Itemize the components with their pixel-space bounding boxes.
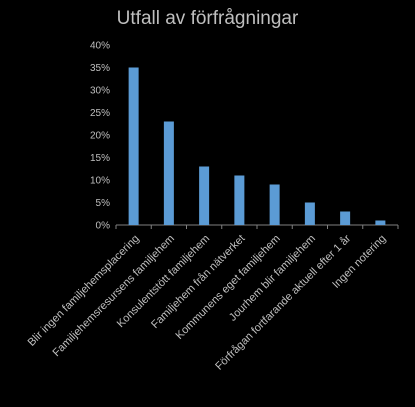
bar [234, 175, 245, 225]
bar [375, 220, 386, 225]
y-tick-label: 5% [96, 198, 111, 209]
y-tick-label: 15% [90, 153, 110, 164]
bar [199, 166, 210, 225]
bar [304, 202, 315, 225]
chart-title: Utfall av förfrågningar [116, 8, 299, 29]
bar [269, 184, 280, 225]
y-tick-label: 20% [90, 131, 110, 142]
y-tick-label: 30% [90, 86, 110, 97]
bar [128, 67, 139, 225]
y-tick-label: 40% [90, 41, 110, 52]
y-tick-label: 25% [90, 108, 110, 119]
bar [163, 121, 174, 225]
y-tick-label: 10% [90, 176, 110, 187]
bar [340, 211, 351, 225]
y-tick-label: 0% [96, 221, 111, 232]
y-tick-label: 35% [90, 63, 110, 74]
